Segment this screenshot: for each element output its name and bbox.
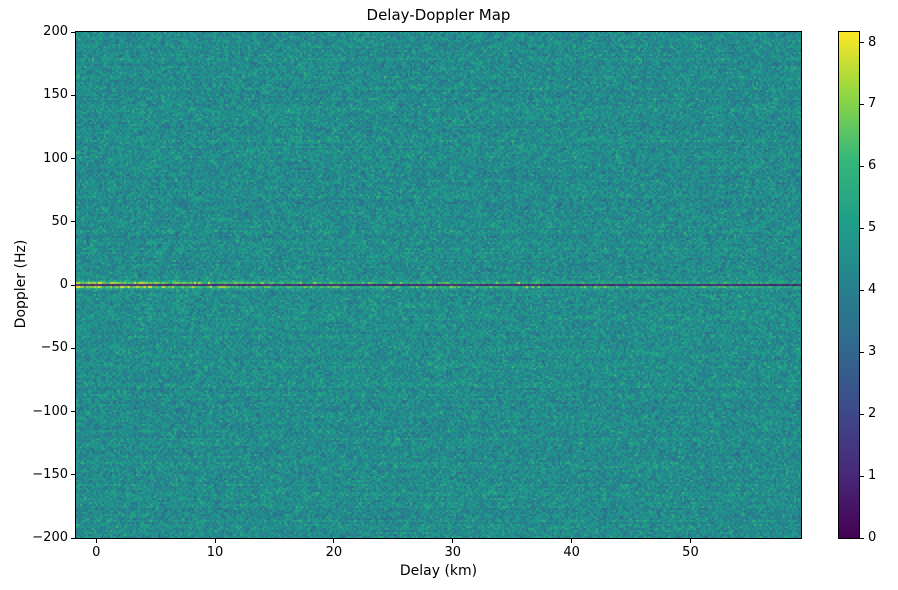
x-tick-mark: [333, 539, 335, 543]
y-tick-label: 150: [43, 87, 68, 103]
x-tick-mark: [95, 539, 97, 543]
x-tick-label: 0: [92, 545, 101, 560]
colorbar: [838, 31, 860, 539]
colorbar-tick-mark: [860, 103, 864, 105]
y-tick-label: 100: [43, 150, 68, 166]
y-tick-mark: [71, 221, 75, 223]
colorbar-tick-mark: [860, 475, 864, 477]
heatmap-canvas: [76, 32, 801, 538]
y-tick-label: 50: [51, 213, 68, 229]
colorbar-tick-label: 0: [868, 530, 877, 545]
x-tick-label: 20: [325, 545, 343, 560]
y-tick-mark: [71, 537, 75, 539]
y-tick-mark: [71, 411, 75, 412]
y-tick-mark: [71, 347, 75, 349]
x-tick-label: 30: [444, 545, 462, 560]
colorbar-tick-mark: [860, 413, 864, 415]
y-tick-label: 0: [59, 277, 68, 292]
colorbar-tick-label: 7: [868, 96, 877, 112]
colorbar-tick-label: 5: [868, 220, 877, 236]
x-tick-label: 40: [563, 545, 580, 560]
colorbar-tick-mark: [860, 351, 864, 353]
y-tick-label: −50: [40, 340, 68, 356]
x-tick-label: 10: [206, 545, 224, 560]
colorbar-tick-label: 3: [868, 344, 877, 360]
colorbar-tick-mark: [860, 537, 864, 539]
x-tick-mark: [452, 539, 454, 543]
x-tick-mark: [689, 539, 691, 543]
plot-title: Delay-Doppler Map: [366, 6, 511, 24]
colorbar-tick-label: 8: [868, 34, 877, 50]
colorbar-tick-label: 4: [868, 282, 877, 298]
y-tick-label: −150: [32, 466, 68, 482]
colorbar-tick-label: 6: [868, 158, 877, 174]
colorbar-tick-mark: [860, 165, 864, 167]
y-tick-mark: [71, 94, 75, 96]
x-axis-label: Delay (km): [399, 563, 478, 579]
colorbar-tick-label: 1: [868, 468, 877, 484]
y-tick-mark: [71, 474, 75, 476]
y-tick-mark: [71, 31, 75, 33]
y-tick-mark: [71, 284, 75, 286]
x-tick-mark: [214, 539, 216, 543]
colorbar-tick-mark: [860, 42, 864, 44]
y-tick-mark: [71, 158, 75, 159]
y-tick-label: −100: [32, 403, 68, 419]
colorbar-tick-label: 2: [868, 406, 877, 422]
x-tick-mark: [571, 539, 573, 543]
y-tick-label: 200: [43, 24, 68, 39]
colorbar-tick-mark: [860, 227, 864, 229]
y-tick-label: −200: [32, 530, 68, 545]
colorbar-tick-mark: [860, 289, 864, 291]
x-tick-label: 50: [682, 545, 699, 560]
